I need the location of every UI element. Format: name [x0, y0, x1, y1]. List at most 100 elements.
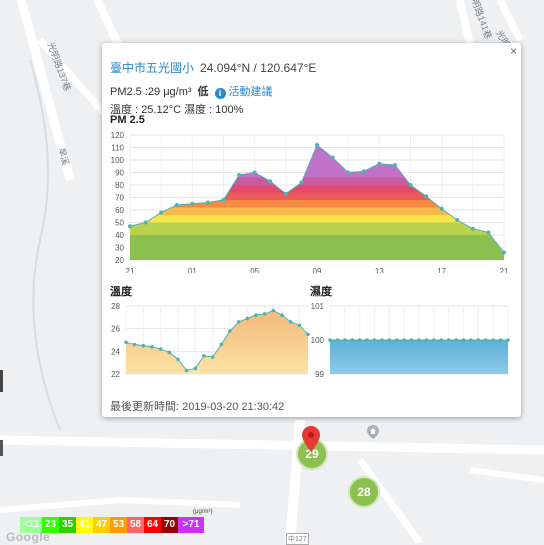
google-logo: Google — [6, 530, 51, 544]
air-quality-marker[interactable]: 28 — [348, 476, 380, 508]
legend-item: >71 — [178, 517, 204, 533]
data-point — [262, 312, 267, 316]
temperature-chart-title: 溫度 — [110, 286, 132, 298]
data-point — [491, 338, 495, 342]
pm-data-point — [424, 194, 429, 199]
data-point — [245, 316, 250, 321]
last-updated: 最後更新時間: 2019-03-20 21:30:42 — [110, 401, 285, 413]
data-point — [402, 338, 406, 342]
data-point — [132, 342, 137, 347]
data-point — [469, 338, 473, 342]
activity-advice-link[interactable]: 活動建議 — [228, 86, 273, 98]
location-pin-icon[interactable] — [302, 426, 320, 452]
air-quality-marker[interactable]: 29 — [296, 438, 328, 470]
data-point — [150, 345, 154, 349]
pm-data-point — [470, 226, 475, 231]
poi-icon[interactable] — [367, 425, 379, 439]
legend-item: 70 — [161, 517, 178, 533]
data-point — [417, 338, 421, 342]
pm-legend: <11 23 35 41 47 53 58 64 70 >71 — [20, 517, 204, 533]
y-tick-label: 99 — [315, 370, 324, 379]
data-point — [506, 338, 510, 342]
pm-data-point — [361, 169, 366, 174]
x-tick-label: 09 — [313, 267, 322, 273]
y-tick-label: 100 — [111, 156, 125, 165]
pm-data-point — [299, 180, 304, 185]
data-point — [176, 357, 180, 362]
pm-data-point — [128, 224, 132, 229]
road-label: 中127 — [286, 533, 309, 545]
pm-area-band — [130, 215, 504, 223]
pm-data-point — [221, 198, 226, 202]
humidity-chart: 99 100 101 — [311, 302, 510, 379]
data-point — [461, 338, 466, 342]
data-point — [476, 338, 481, 342]
data-point — [280, 313, 284, 317]
pm-area-band — [130, 235, 504, 260]
y-tick-label: 120 — [111, 131, 125, 140]
legend-item: 23 — [42, 517, 59, 533]
pm-data-point — [455, 218, 460, 222]
y-tick-label: 101 — [311, 302, 325, 311]
legend-item: 35 — [59, 517, 76, 533]
data-point — [439, 338, 444, 342]
data-point — [193, 366, 198, 371]
y-tick-label: 20 — [115, 256, 124, 265]
pm-area-band — [130, 177, 504, 185]
humidity-chart-title: 濕度 — [310, 286, 332, 298]
legend-item: <11 — [20, 517, 42, 533]
data-point — [271, 308, 276, 313]
pm-data-point — [268, 179, 273, 184]
x-tick-label: 05 — [250, 267, 259, 273]
data-point — [184, 368, 189, 373]
pm-area-band — [130, 207, 504, 215]
pm-reading: PM2.5 :29 μg/m³ — [110, 86, 192, 98]
pm-data-point — [237, 173, 242, 177]
x-tick-label: 01 — [188, 267, 197, 273]
data-point — [288, 320, 293, 324]
x-tick-label: 21 — [126, 267, 135, 273]
data-point — [394, 338, 399, 342]
series-area — [126, 310, 308, 374]
pm-data-point — [377, 161, 382, 166]
data-point — [219, 342, 224, 347]
weather-readout: 溫度 : 25.12°C 濕度 : 100% — [110, 104, 244, 116]
data-point — [350, 338, 355, 342]
pm-data-point — [408, 183, 413, 187]
pm-area-band — [130, 222, 504, 235]
data-point — [236, 320, 241, 324]
y-tick-label: 60 — [115, 206, 124, 215]
data-point — [424, 338, 429, 342]
data-point — [357, 338, 362, 342]
data-point — [365, 338, 369, 342]
pm-data-point — [346, 170, 351, 175]
pm-data-point — [330, 155, 335, 160]
data-point — [498, 338, 503, 342]
pm-data-point — [205, 200, 210, 205]
data-point — [432, 338, 436, 342]
pm-reading-row: PM2.5 :29 μg/m³ 低 i 活動建議 — [110, 83, 273, 99]
data-point — [141, 343, 146, 348]
station-name-link[interactable]: 臺中市五光國小 — [110, 61, 195, 75]
info-icon[interactable]: i — [214, 88, 226, 99]
pm-data-point — [439, 206, 444, 211]
y-tick-label: 40 — [115, 231, 124, 240]
y-tick-label: 22 — [111, 370, 120, 379]
data-point — [228, 329, 232, 333]
legend-unit: (μg/m³) — [193, 509, 213, 515]
data-point — [254, 313, 258, 317]
data-point — [335, 338, 340, 342]
legend-item: 53 — [110, 517, 127, 533]
pm25-chart-title: PM 2.5 — [110, 114, 145, 126]
close-icon[interactable]: × — [509, 44, 517, 58]
pm-area-band — [130, 200, 504, 208]
y-tick-label: 100 — [311, 336, 325, 345]
data-point — [158, 347, 163, 351]
pm-data-point — [502, 250, 506, 255]
data-point — [328, 338, 332, 342]
data-point — [202, 354, 206, 358]
pm-data-point — [283, 191, 288, 196]
x-tick-label: 21 — [500, 267, 509, 273]
legend-item: 64 — [144, 517, 161, 533]
pm-data-point — [159, 210, 164, 215]
